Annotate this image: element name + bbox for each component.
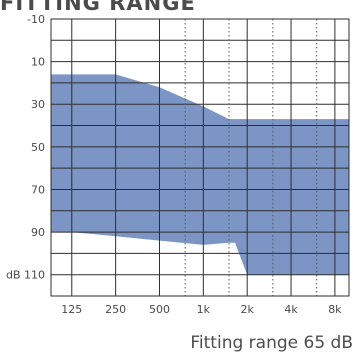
y-tick-label: 90 — [31, 226, 45, 239]
y-tick-label: 50 — [31, 141, 45, 154]
y-tick-label: 10 — [31, 56, 45, 69]
y-tick-label: 70 — [31, 183, 45, 196]
y-tick-label: dB 110 — [6, 269, 45, 282]
y-tick-label: -10 — [27, 13, 45, 26]
x-tick-label: 4k — [284, 303, 298, 316]
x-tick-label: 8k — [328, 303, 342, 316]
x-tick-label: 250 — [105, 303, 126, 316]
plot-frame — [50, 18, 350, 297]
x-tick-label: 125 — [61, 303, 82, 316]
chart-title: FITTING RANGE — [0, 0, 196, 15]
x-tick-label: 2k — [240, 303, 254, 316]
y-tick-label: 30 — [31, 98, 45, 111]
x-tick-label: 500 — [149, 303, 170, 316]
fitting-range-area — [51, 74, 349, 275]
x-tick-label: 1k — [197, 303, 211, 316]
fitting-range-caption: Fitting range 65 dB — [190, 333, 353, 353]
